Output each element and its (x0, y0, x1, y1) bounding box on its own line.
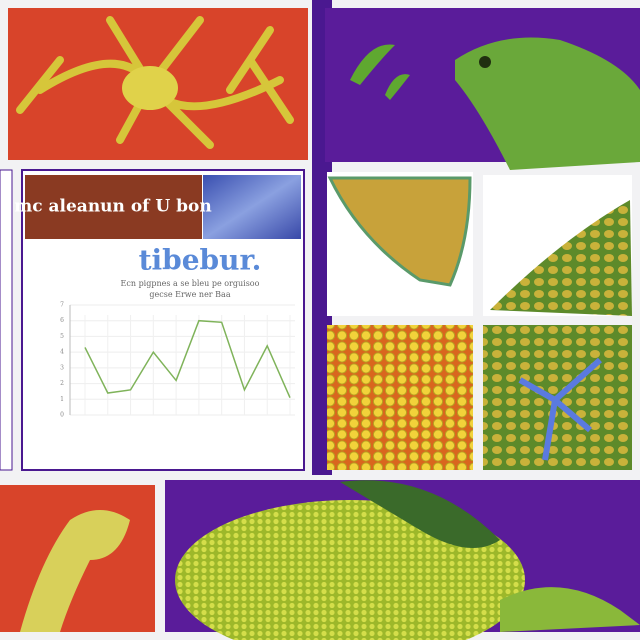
header-banner (25, 175, 202, 239)
y-tick-label: 7 (60, 302, 64, 309)
pod (490, 200, 632, 316)
stem (20, 510, 130, 632)
texture-image (203, 175, 301, 239)
subtitle: Ecn pigpnes a se bleu pe orguisoo (121, 279, 260, 288)
y-tick-label: 4 (60, 349, 64, 356)
line-chart: 0 1 2 3 4 5 6 7 (60, 302, 295, 419)
y-tick-label: 3 (60, 364, 64, 371)
lizard-eye (479, 56, 491, 68)
dots-panel (327, 325, 473, 470)
brand: tibebur. (139, 244, 262, 277)
y-tick-label: 0 (60, 412, 64, 419)
lizard (455, 37, 640, 170)
tail (500, 587, 640, 632)
y-tick-label: 6 (60, 317, 64, 324)
y-tick-label: 1 (60, 396, 64, 403)
page-edge (0, 169, 13, 471)
line (84, 319, 291, 399)
subtitle: gecse Erwe ner Baa (149, 290, 230, 299)
leaves (350, 44, 410, 100)
header-title: mc aleanun of U bon (14, 197, 211, 217)
y-tick-label: 5 (60, 333, 64, 340)
branch (518, 357, 602, 461)
leaf (340, 480, 500, 548)
neuron-body (122, 66, 178, 110)
fan (327, 176, 472, 287)
y-tick-label: 2 (60, 380, 64, 387)
